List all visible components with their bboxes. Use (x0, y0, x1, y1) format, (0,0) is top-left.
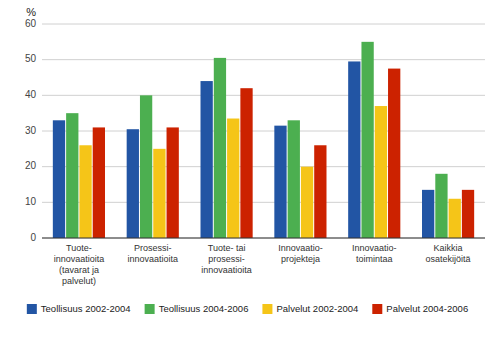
x-axis-line (42, 238, 485, 239)
legend-label: Teollisuus 2002-2004 (41, 303, 131, 314)
bar (79, 145, 91, 238)
legend-swatch (262, 304, 272, 314)
grid-line (42, 59, 485, 60)
x-tick-label: Innovaatio-projekteja (278, 243, 323, 264)
legend-swatch (27, 304, 37, 314)
y-tick-label: 60 (25, 18, 37, 29)
y-tick-label: 40 (25, 89, 37, 100)
chart-container: 0 10 20 30 40 50 60% Tuote-innovaatioita(tavara… (0, 0, 495, 344)
grid-line (42, 95, 485, 96)
bar (53, 120, 65, 238)
chart-svg: 0 10 20 30 40 50 60% Tuote-innovaatioita(tavara… (0, 0, 495, 344)
bar (435, 174, 447, 238)
grid-line (42, 238, 485, 239)
legend-swatch (145, 304, 155, 314)
bar (140, 95, 152, 238)
y-tick-label: 10 (25, 196, 37, 207)
bar (167, 127, 179, 238)
bar (288, 120, 300, 238)
legend-item: Palvelut 2004-2006 (372, 303, 468, 314)
legend-swatch (372, 304, 382, 314)
grid-line (42, 166, 485, 167)
bar (227, 119, 239, 238)
legend-item: Palvelut 2002-2004 (262, 303, 358, 314)
legend-label: Palvelut 2002-2004 (276, 303, 358, 314)
y-tick-label: 30 (25, 125, 37, 136)
bar (301, 167, 313, 238)
bar (153, 149, 165, 238)
legend-item: Teollisuus 2002-2004 (27, 303, 131, 314)
bar (201, 81, 213, 238)
legend: Teollisuus 2002-2004 Teollisuus 2004-2006… (27, 303, 468, 314)
bar (314, 145, 326, 238)
bars (53, 42, 474, 238)
bar (388, 69, 400, 238)
bar (462, 190, 474, 238)
bar (361, 42, 373, 238)
bar (274, 126, 286, 238)
x-tick-label: Prosessi-innovaatioita (127, 243, 178, 264)
bar (127, 129, 139, 238)
bar (240, 88, 252, 238)
bar-series (53, 61, 434, 238)
bar (214, 58, 226, 238)
x-tick-label: Tuote-innovaatioita(tavarat japalvelut) (54, 243, 105, 286)
y-axis-label: % (26, 6, 36, 18)
y-tick-label: 20 (25, 160, 37, 171)
bar (66, 113, 78, 238)
grid-line (42, 202, 485, 203)
y-tick-label: 0 (30, 232, 36, 243)
x-tick-label: Tuote- taiprosessi-innovaatioita (201, 243, 252, 275)
bar (422, 190, 434, 238)
grid-line (42, 131, 485, 132)
legend-label: Palvelut 2004-2006 (386, 303, 468, 314)
bar (449, 199, 461, 238)
x-tick-label: Kaikkiaosatekijöitä (426, 243, 471, 264)
y-grid (42, 24, 485, 238)
legend-label: Teollisuus 2004-2006 (159, 303, 249, 314)
bar (348, 61, 360, 238)
bar-series (79, 106, 460, 238)
bar (375, 106, 387, 238)
y-tick-label: 50 (25, 53, 37, 64)
bar-series (66, 42, 447, 238)
grid-line (42, 24, 485, 25)
x-tick-label: Innovaatio-toimintaa (352, 243, 397, 264)
bar (93, 127, 105, 238)
bar-series (93, 69, 474, 238)
legend-item: Teollisuus 2004-2006 (145, 303, 249, 314)
